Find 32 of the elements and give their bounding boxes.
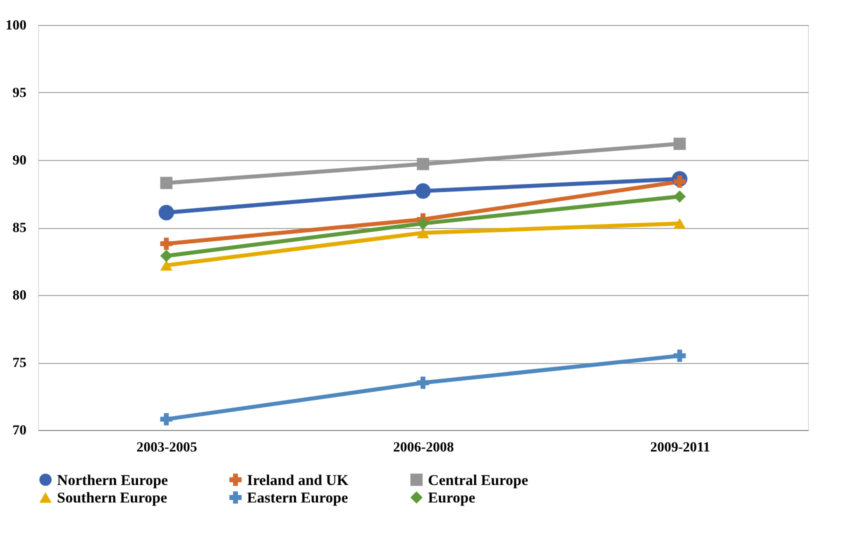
y-tick-label: 90 (12, 154, 26, 168)
y-tick-label: 80 (12, 288, 26, 304)
legend-label: Europe (428, 490, 476, 506)
point (160, 176, 172, 190)
point (674, 138, 686, 150)
y-tick-label: 70 (12, 424, 26, 438)
point (160, 413, 172, 426)
point (160, 260, 172, 271)
x-tick-label: 2006-2008 (393, 440, 454, 456)
point (674, 190, 686, 203)
y-tick-label: 75 (12, 356, 26, 371)
x-tick-label: 2009-2011 (650, 440, 710, 456)
legend-label: Southern Europe (57, 490, 168, 506)
legend-label: Central Europe (428, 472, 528, 489)
point (416, 217, 430, 230)
y-tick-label: 85 (12, 221, 26, 236)
x-tick-label: 2003-2005 (136, 440, 198, 456)
y-tick-label: 100 (6, 18, 26, 34)
point (416, 158, 430, 170)
point (160, 238, 172, 250)
point (674, 175, 686, 188)
point (416, 376, 430, 389)
y-tick-label: 95 (12, 86, 26, 101)
point (416, 228, 430, 238)
legend-label: Eastern Europe (247, 490, 348, 506)
point (674, 218, 686, 229)
legend-label: Northern Europe (57, 472, 168, 489)
point (674, 350, 686, 362)
point (158, 204, 174, 220)
legend-label: Ireland and UK (247, 472, 349, 489)
point (160, 250, 172, 262)
point (415, 183, 431, 199)
